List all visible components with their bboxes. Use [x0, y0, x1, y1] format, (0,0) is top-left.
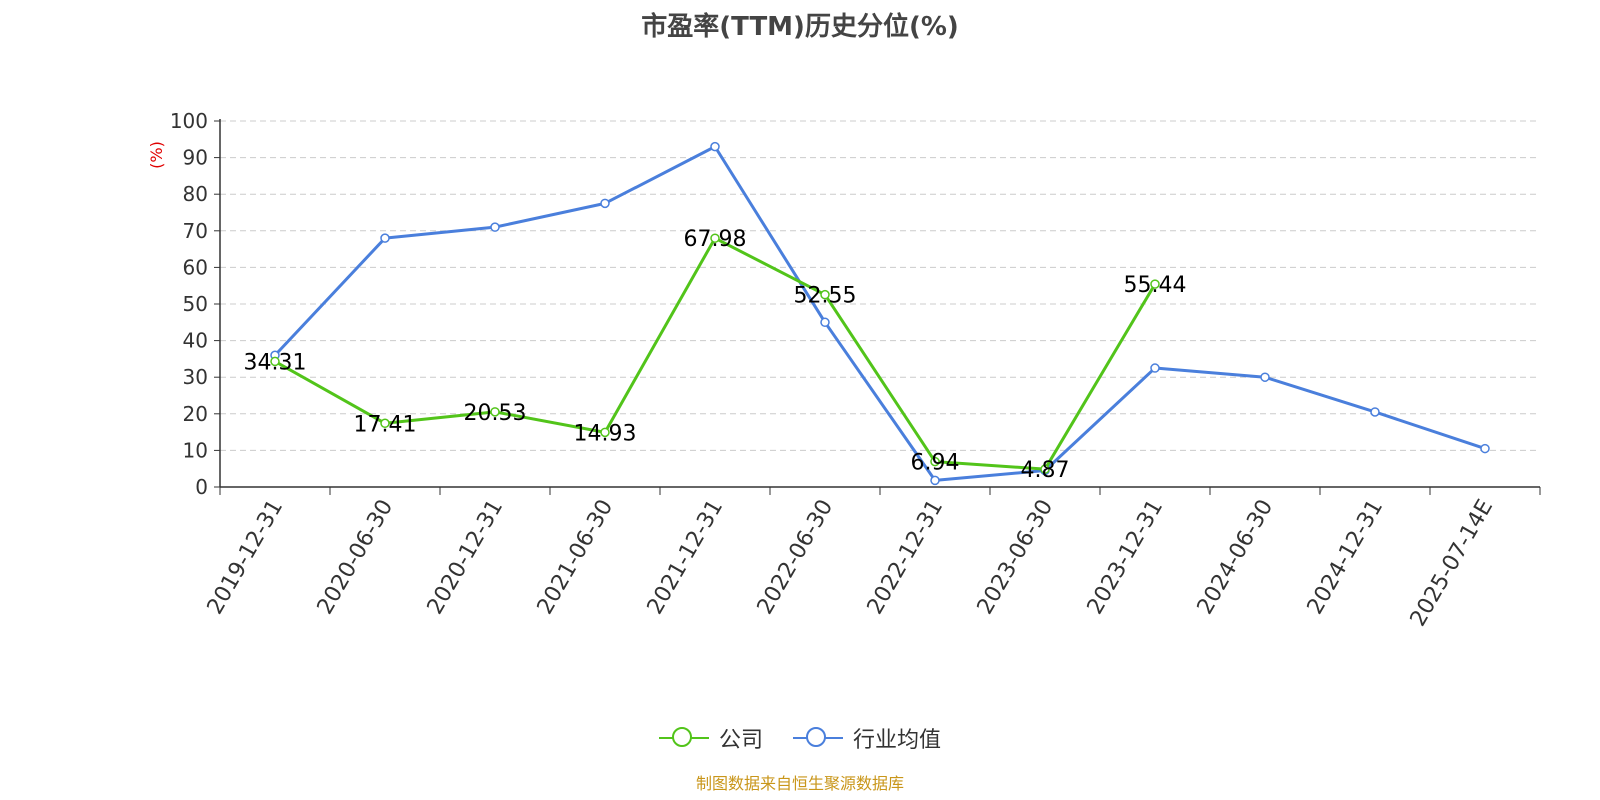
series-line-1 [273, 145, 1486, 482]
y-tick-label: 80 [183, 182, 208, 206]
data-point-series-1[interactable] [710, 141, 720, 152]
data-point-series-0[interactable] [380, 418, 390, 429]
y-tick-label: 100 [170, 109, 208, 133]
data-label: 4.87 [1021, 458, 1070, 483]
data-label: 52.55 [794, 284, 857, 309]
y-tick-label: 0 [195, 475, 208, 499]
axes: 0 10 20 30 40 50 60 70 80 90 100(%) 2019-12-31 2020-… [147, 109, 1541, 631]
data-point-series-1[interactable] [1260, 372, 1270, 382]
y-axis-label: (%) [147, 141, 166, 169]
data-labels: 34.31 17.41 20.53 14.93 67.98 52.55 6.94 4.87 55… [244, 227, 1187, 483]
data-point-series-1[interactable] [1370, 407, 1380, 417]
data-point-series-1[interactable] [380, 233, 390, 243]
x-tick-label: 2023-12-31 [1083, 496, 1169, 619]
x-tick-label: 2025-07-14E [1406, 496, 1499, 631]
legend-label-company: 公司 [718, 728, 763, 753]
data-point-series-1[interactable] [600, 198, 610, 209]
x-tick-label: 2022-12-31 [863, 496, 949, 619]
data-point-series-0[interactable] [930, 456, 940, 467]
x-tick-label: 2019-12-31 [203, 496, 289, 619]
legend-swatch-industry-average [793, 726, 843, 750]
data-point-series-1[interactable] [930, 475, 940, 486]
data-point-series-0[interactable] [1040, 464, 1050, 474]
y-tick-label: 10 [183, 438, 208, 462]
legend-item-company[interactable]: 公司 [658, 722, 763, 754]
y-tick-label: 90 [183, 146, 208, 170]
x-tick-label: 2020-06-30 [313, 496, 399, 619]
legend: 公司 行业均值 [0, 722, 1600, 754]
series-lines [270, 141, 1490, 486]
x-tick-label: 2021-06-30 [533, 496, 619, 619]
chart-title: 市盈率(TTM)历史分位(%) [641, 12, 959, 42]
data-point-series-1[interactable] [1480, 443, 1490, 454]
y-tick-label: 60 [183, 255, 208, 279]
legend-swatch-company [658, 726, 709, 750]
x-tick-label: 2021-12-31 [643, 496, 729, 619]
data-point-series-1[interactable] [490, 222, 500, 232]
x-tick-label: 2024-12-31 [1303, 496, 1389, 619]
data-point-series-1[interactable] [820, 317, 830, 328]
x-tick-label: 2023-06-30 [973, 496, 1059, 619]
legend-item-industry-average[interactable]: 行业均值 [793, 722, 941, 754]
y-tick-label: 20 [183, 402, 208, 426]
data-label: 67.98 [684, 227, 747, 252]
y-tick-label: 40 [183, 329, 208, 353]
data-label: 17.41 [354, 412, 417, 437]
data-point-series-0[interactable] [710, 233, 720, 243]
x-tick-label: 2020-12-31 [423, 496, 509, 619]
data-label: 6.94 [911, 451, 960, 476]
data-label: 20.53 [464, 401, 527, 426]
y-tick-label: 70 [183, 219, 208, 243]
legend-label-industry-average: 行业均值 [853, 728, 942, 753]
y-tick-label: 30 [183, 365, 208, 389]
y-tick-label: 50 [183, 292, 208, 316]
data-label: 34.31 [244, 350, 307, 375]
data-label: 14.93 [574, 421, 637, 446]
x-tick-label: 2022-06-30 [753, 496, 839, 619]
data-point-series-0[interactable] [600, 427, 610, 438]
x-tick-label: 2024-06-30 [1193, 496, 1279, 619]
data-point-series-0[interactable] [820, 289, 830, 300]
data-point-series-0[interactable] [1150, 279, 1160, 289]
data-point-series-0[interactable] [270, 356, 280, 367]
data-point-series-0[interactable] [490, 407, 500, 417]
data-source-note: 制图数据来自恒生聚源数据库 [695, 774, 904, 793]
data-label: 55.44 [1124, 273, 1187, 298]
data-point-series-1[interactable] [1150, 363, 1160, 373]
